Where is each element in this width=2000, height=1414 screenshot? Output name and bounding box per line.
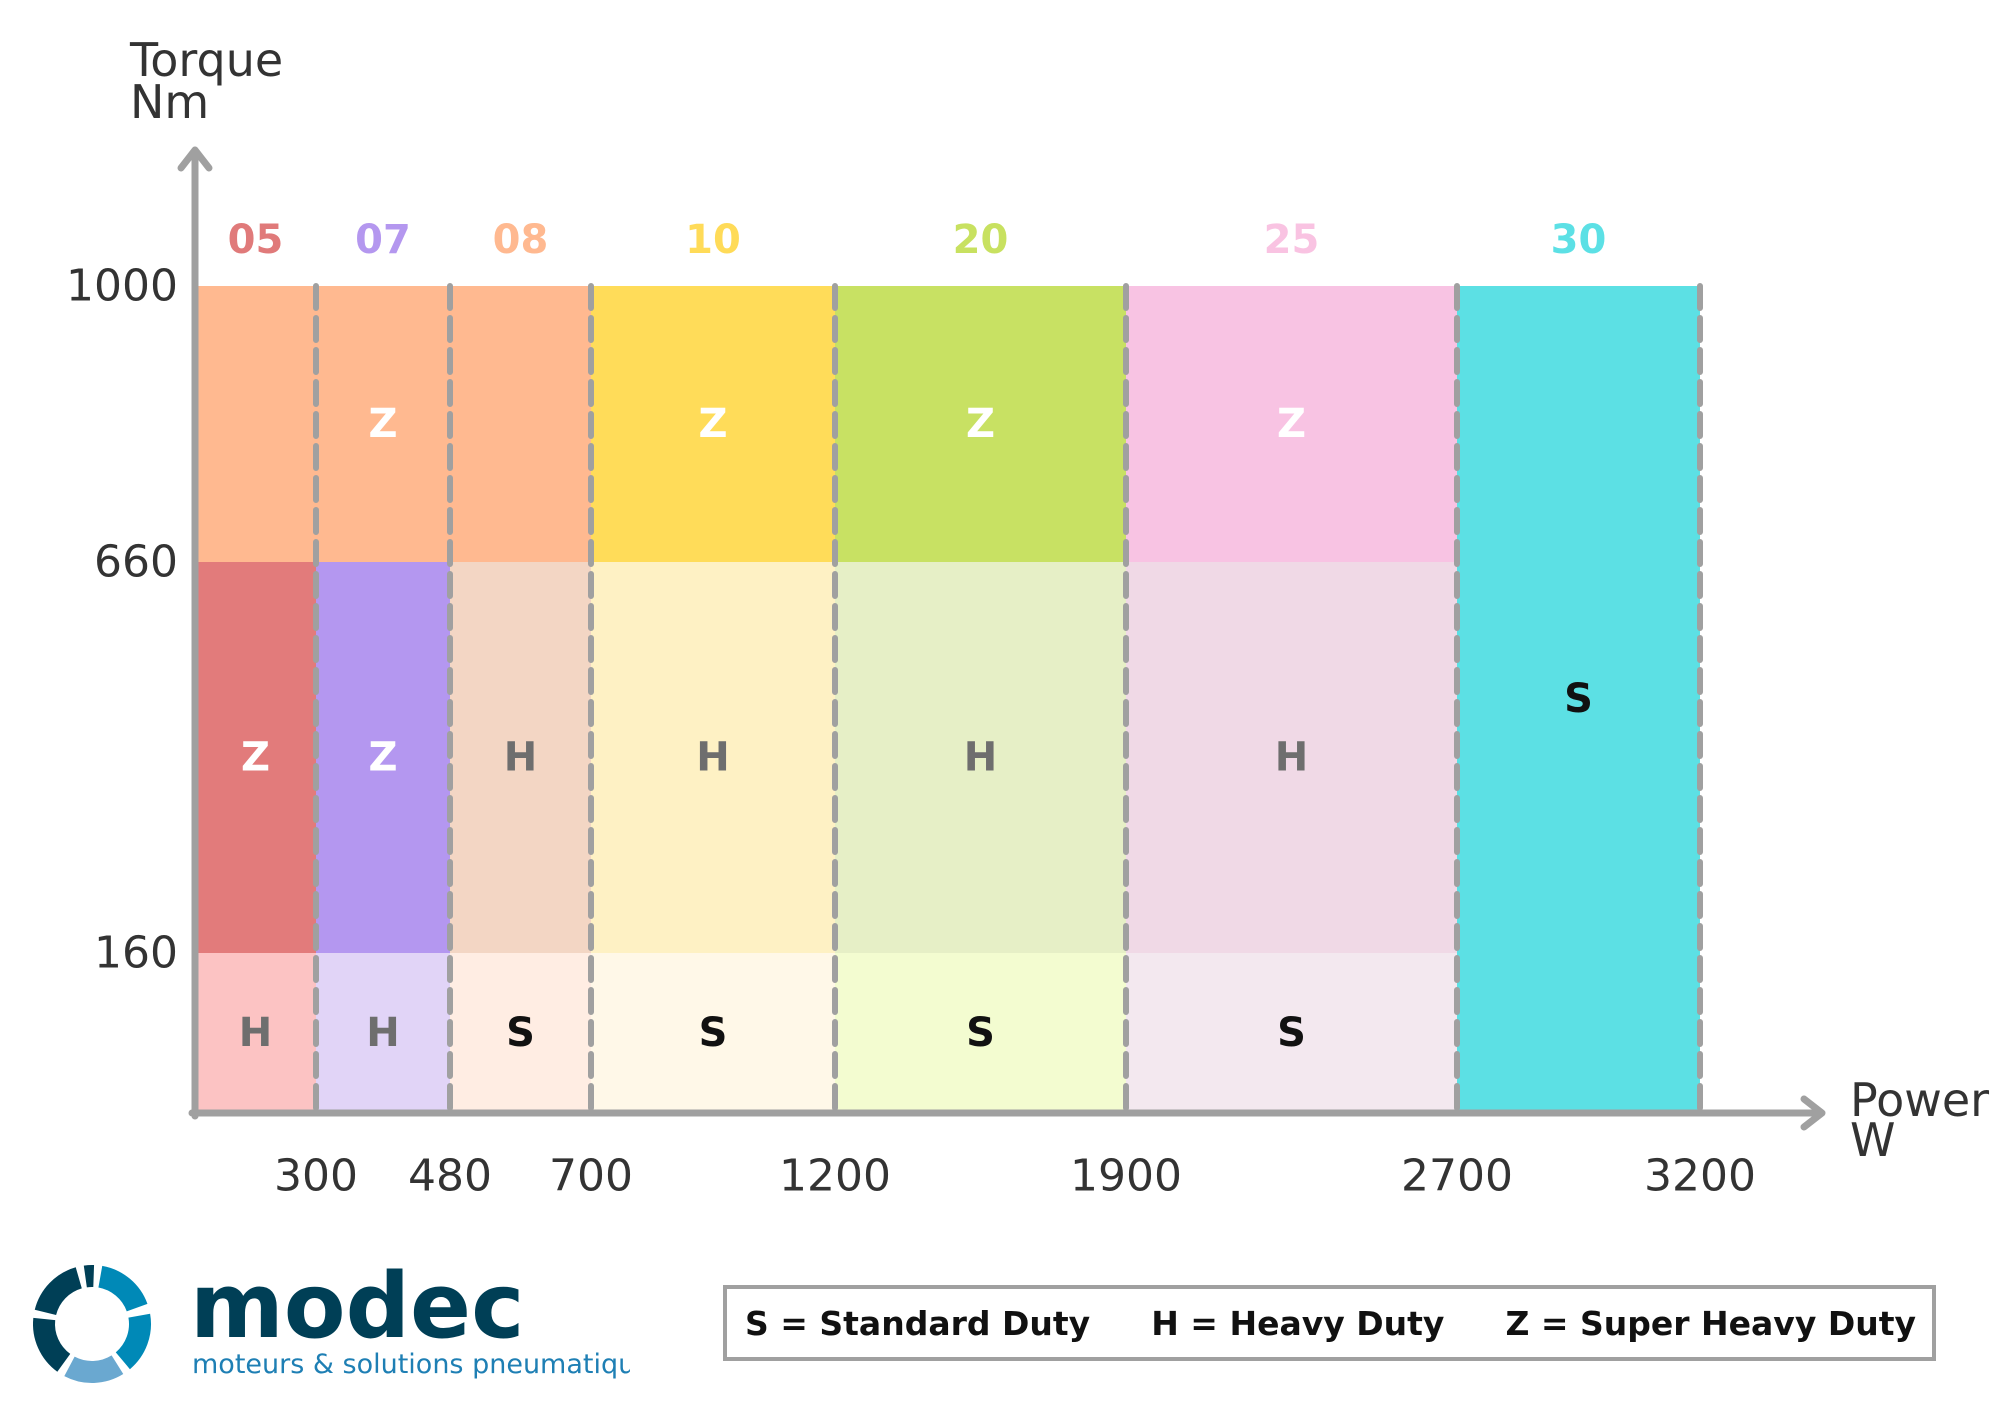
cell-label-10-1: H [696,735,729,781]
cell-10-0 [591,953,835,1113]
y-axis-arrow [177,146,213,172]
legend-heavy-duty: H = Heavy Duty [1151,1303,1445,1343]
cell-label-25-1: H [1275,735,1308,781]
logo-ring-segment-0 [97,1265,148,1312]
x-axis-arrow [1800,1095,1826,1131]
logo-ring-segment-4 [34,1267,83,1316]
x-tick-2700: 2700 [1401,1151,1513,1202]
x-tick-3200: 3200 [1644,1151,1756,1202]
cell-label-05-0: H [239,1010,272,1056]
cell-20-1 [835,562,1126,953]
x-tick-1200: 1200 [779,1151,891,1202]
series-label-25: 25 [1264,217,1320,263]
cell-05-1 [195,562,316,953]
cell-05-0 [195,953,316,1113]
cell-25-0 [1126,953,1457,1113]
cell-07-1 [316,562,450,953]
x-axis-title-1: W [1850,1113,1895,1167]
logo-ring-segment-2 [64,1355,124,1383]
cell-label-10-2: Z [698,401,727,447]
series-label-08: 08 [493,217,549,263]
y-tick-160: 160 [94,928,178,979]
x-tick-1900: 1900 [1070,1151,1182,1202]
segment-dividers [313,283,1703,1116]
series-label-10: 10 [685,217,741,263]
y-axis-title-1: Nm [130,75,209,129]
cell-10-2 [591,286,835,562]
cell-07-2 [316,286,450,562]
cell-label-05-1: Z [241,735,270,781]
y-axis-title-0: Torque [129,33,283,87]
y-tick-660: 660 [94,537,178,588]
cell-label-07-0: H [366,1010,399,1056]
logo-brand-text: modec [190,1262,524,1359]
legend-standard-duty: S = Standard Duty [745,1303,1091,1343]
series-label-20: 20 [953,217,1009,263]
cell-08-2 [450,286,591,562]
cell-08-1 [450,562,591,953]
cell-10-1 [591,562,835,953]
chart-cells [195,286,1700,1113]
logo-ring-segment-1 [115,1313,151,1370]
cell-25-2 [1126,286,1457,562]
cell-label-10-0: S [699,1010,728,1056]
cell-05-2 [195,286,316,562]
cell-label-25-2: Z [1277,401,1306,447]
modec-ring-icon [33,1265,151,1383]
cell-label-20-2: Z [966,401,995,447]
x-tick-700: 700 [549,1151,633,1202]
modec-logo: modec moteurs & solutions pneumatiques [33,1262,630,1383]
x-tick-480: 480 [408,1151,492,1202]
logo-ring-segment-3 [33,1317,71,1372]
series-label-05: 05 [228,217,284,263]
series-label-07: 07 [355,217,411,263]
legend-super-heavy-duty: Z = Super Heavy Duty [1505,1303,1916,1343]
cell-label-25-0: S [1277,1010,1306,1056]
cell-30-0 [1457,286,1700,1113]
cell-label-07-2: Z [368,401,397,447]
cell-20-2 [835,286,1126,562]
cell-label-20-0: S [966,1010,995,1056]
y-tick-1000: 1000 [66,261,178,312]
x-tick-300: 300 [274,1151,358,1202]
series-label-30: 30 [1551,217,1607,263]
logo-tagline-text: moteurs & solutions pneumatiques [192,1349,630,1380]
cell-20-0 [835,953,1126,1113]
cell-label-20-1: H [964,735,997,781]
cell-label-08-0: S [506,1010,535,1056]
cell-08-0 [450,953,591,1113]
chart-axes [177,146,1826,1131]
cell-label-08-1: H [504,735,537,781]
cell-label-07-1: Z [368,735,397,781]
x-axis-title-0: Power [1850,1073,1989,1127]
cell-07-0 [316,953,450,1113]
cell-25-1 [1126,562,1457,953]
legend-box: S = Standard Duty H = Heavy Duty Z = Sup… [723,1285,1936,1361]
cell-label-30-0: S [1564,676,1593,722]
chart-texts: H Z 05 H Z Z 07 S H 08 S H Z 10 S H Z 20 S H Z 25 S 30 160 660 100… [66,33,1989,1202]
